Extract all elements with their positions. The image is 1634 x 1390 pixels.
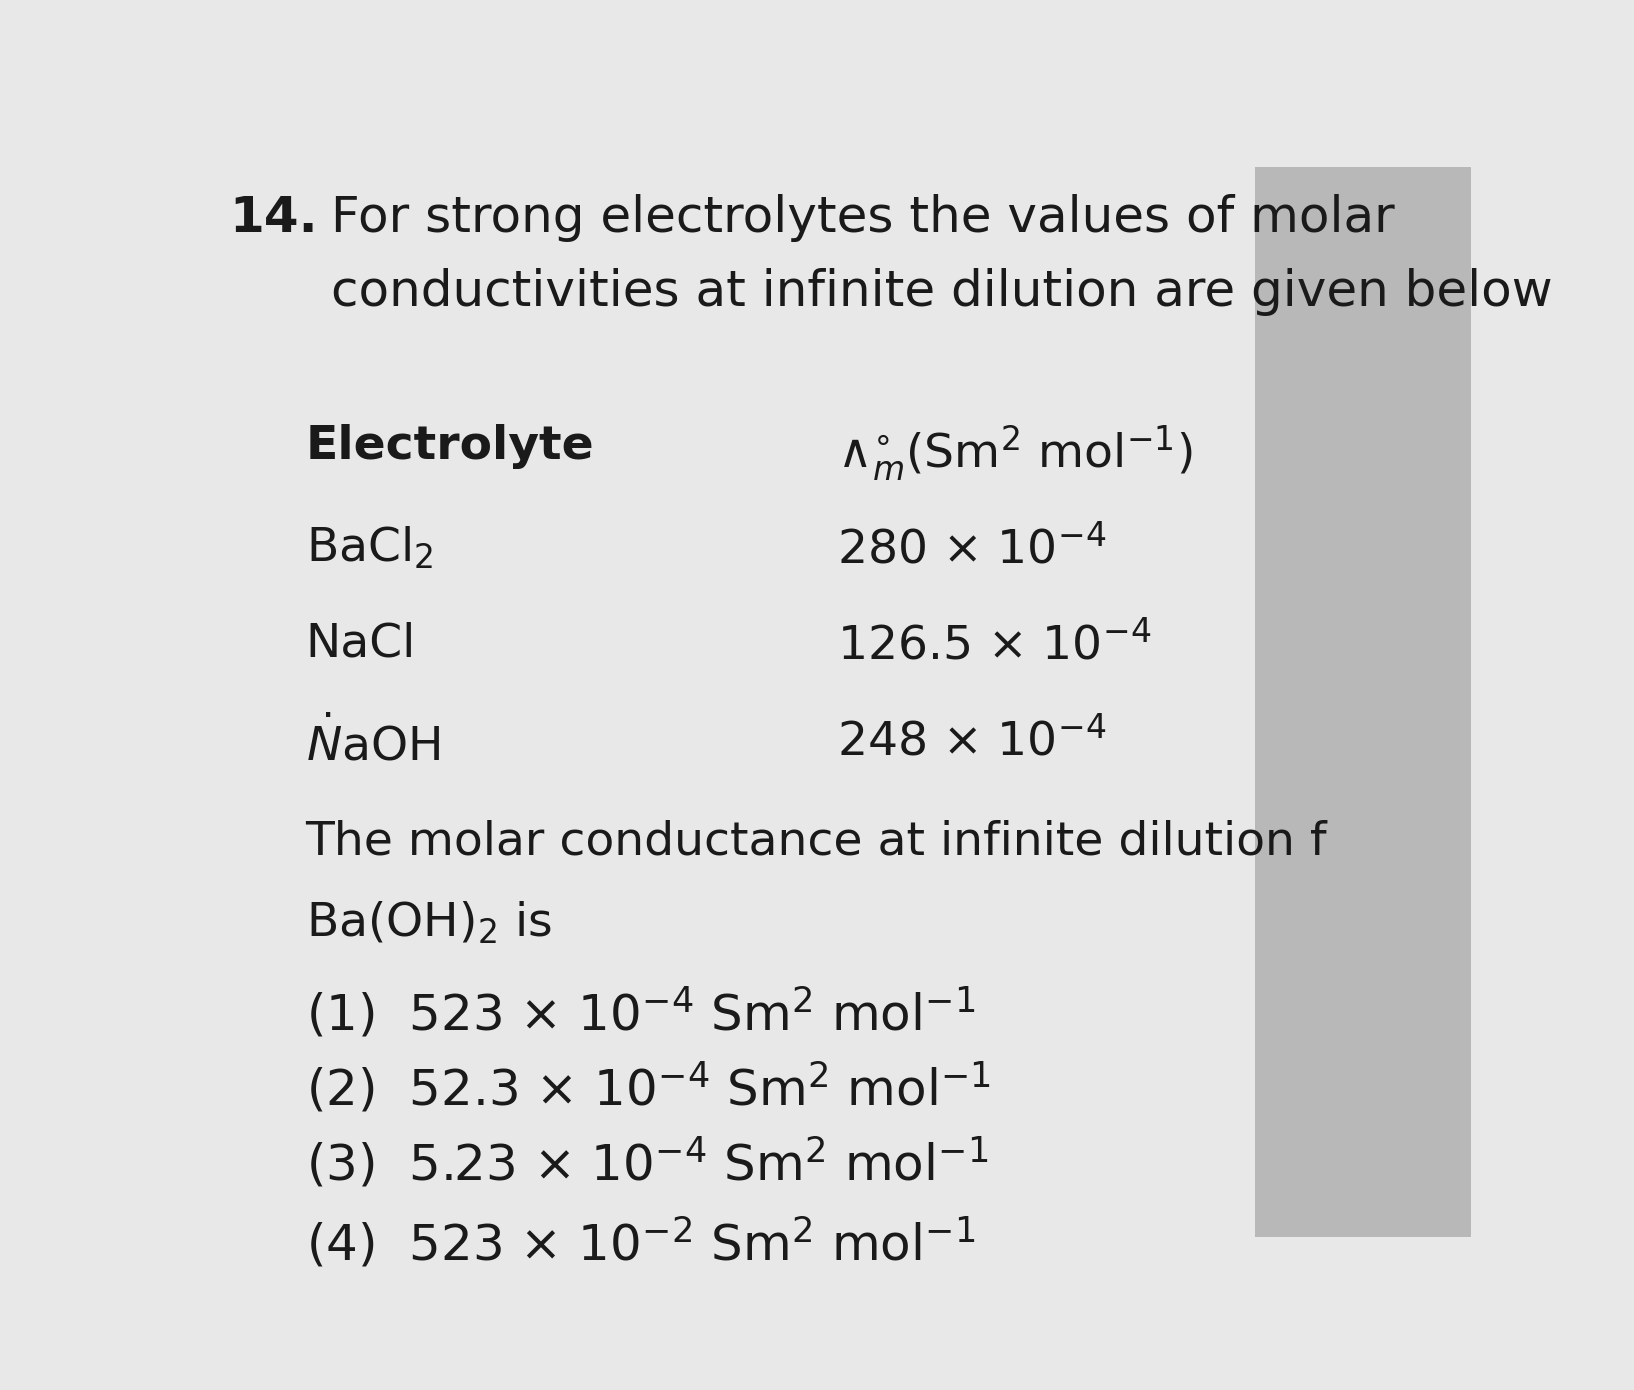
Text: 126.5 $\times$ 10$^{-4}$: 126.5 $\times$ 10$^{-4}$ <box>837 621 1152 670</box>
Text: (3)  5.23 $\times$ 10$^{-4}$ Sm$^2$ mol$^{-1}$: (3) 5.23 $\times$ 10$^{-4}$ Sm$^2$ mol$^… <box>306 1136 989 1190</box>
Text: (4)  523 $\times$ 10$^{-2}$ Sm$^2$ mol$^{-1}$: (4) 523 $\times$ 10$^{-2}$ Sm$^2$ mol$^{… <box>306 1216 975 1270</box>
Text: $\dot{N}$aOH: $\dot{N}$aOH <box>306 719 440 771</box>
Text: For strong electrolytes the values of molar: For strong electrolytes the values of mo… <box>330 193 1395 242</box>
Text: (2)  52.3 $\times$ 10$^{-4}$ Sm$^2$ mol$^{-1}$: (2) 52.3 $\times$ 10$^{-4}$ Sm$^2$ mol$^… <box>306 1061 990 1116</box>
Text: 248 $\times$ 10$^{-4}$: 248 $\times$ 10$^{-4}$ <box>837 719 1106 766</box>
Text: 280 $\times$ 10$^{-4}$: 280 $\times$ 10$^{-4}$ <box>837 525 1106 573</box>
Text: Ba(OH)$_2$ is: Ba(OH)$_2$ is <box>306 899 552 947</box>
Text: Electrolyte: Electrolyte <box>306 424 595 468</box>
Text: BaCl$_2$: BaCl$_2$ <box>306 525 433 571</box>
Text: $\wedge^{\circ}_{m}$(Sm$^{2}$ mol$^{-1}$): $\wedge^{\circ}_{m}$(Sm$^{2}$ mol$^{-1}$… <box>837 424 1193 484</box>
Text: 14.: 14. <box>229 193 319 242</box>
FancyBboxPatch shape <box>1255 167 1471 1237</box>
Text: (1)  523 $\times$ 10$^{-4}$ Sm$^2$ mol$^{-1}$: (1) 523 $\times$ 10$^{-4}$ Sm$^2$ mol$^{… <box>306 986 975 1041</box>
Text: NaCl: NaCl <box>306 621 415 667</box>
Text: conductivities at infinite dilution are given below: conductivities at infinite dilution are … <box>330 268 1552 317</box>
Text: The molar conductance at infinite dilution f: The molar conductance at infinite diluti… <box>306 820 1327 865</box>
